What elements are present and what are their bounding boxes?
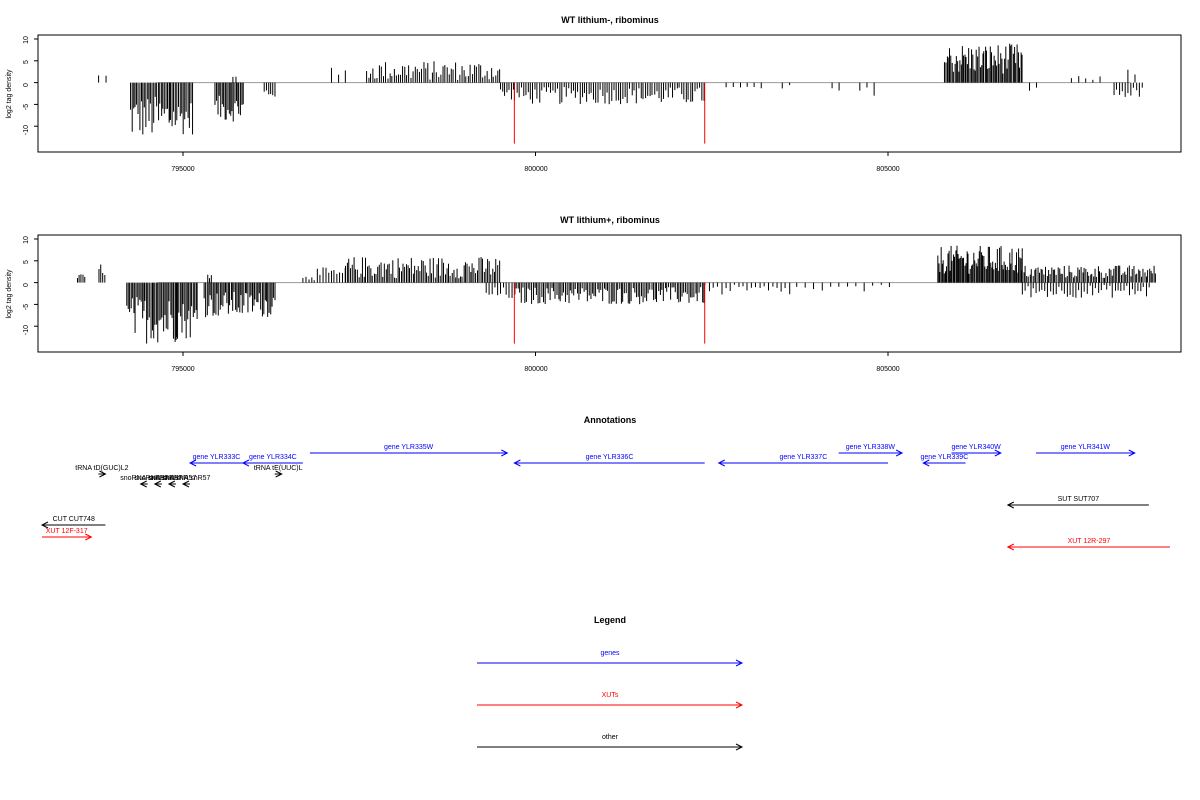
track-panel-lithium-minus: WT lithium-, ribominus log2 tag density … xyxy=(6,15,1182,173)
annotation-label: XUT 12F-317 xyxy=(46,528,88,535)
annotation-arrow-arrowhead xyxy=(922,459,930,467)
y-tick-label: 10 xyxy=(23,36,30,44)
annotation-arrow-arrowhead xyxy=(139,480,147,488)
annotation-arrow-arrowhead xyxy=(241,459,250,467)
legend-label: genes xyxy=(600,650,620,657)
legend-items: genes XUTs other xyxy=(477,650,744,751)
legend-title: Legend xyxy=(594,615,626,625)
annotation-arrow-arrowhead xyxy=(275,470,283,478)
annotation-label: gene YLR335W xyxy=(384,444,434,451)
annotation-arrow-arrowhead xyxy=(1006,501,1015,509)
annotation-label: tRNA tD(GUC)L2 xyxy=(75,465,128,472)
legend-arrow-arrowhead xyxy=(735,659,744,667)
x-tick-label: 800000 xyxy=(524,366,547,373)
x-tick-label: 805000 xyxy=(876,166,899,173)
x-tick-label: 795000 xyxy=(171,366,194,373)
x-tick-label: 805000 xyxy=(876,366,899,373)
y-tick-label: 0 xyxy=(23,83,30,87)
track-panel-lithium-plus: WT lithium+, ribominus log2 tag density … xyxy=(6,215,1182,373)
signal-bars xyxy=(34,38,1143,156)
legend-label: other xyxy=(602,734,619,741)
annotation-label: snoRNA snR57 xyxy=(120,475,168,482)
panel-title: WT lithium+, ribominus xyxy=(560,215,660,225)
y-axis-label: log2 tag density xyxy=(6,69,13,119)
legend-arrow-arrowhead xyxy=(735,701,744,709)
legend-arrow-arrowhead xyxy=(735,743,744,751)
plot-frame xyxy=(37,234,1182,353)
x-ticks: 795000 800000 805000 xyxy=(171,366,899,373)
legend-panel: Legend genes XUTs other xyxy=(477,615,744,751)
y-ticks: 10 5 0 -5 -10 xyxy=(23,236,30,335)
y-tick-label: 10 xyxy=(23,236,30,244)
x-tick-label: 795000 xyxy=(171,166,194,173)
annotation-label: gene YLR341W xyxy=(1061,444,1111,451)
y-tick-label: -5 xyxy=(23,304,30,310)
annotation-arrow-arrowhead xyxy=(1006,543,1015,551)
annotations-title: Annotations xyxy=(584,415,637,425)
plot-frame xyxy=(37,34,1182,153)
y-tick-label: 5 xyxy=(23,260,30,264)
y-tick-label: -10 xyxy=(23,125,30,135)
x-ticks: 795000 800000 805000 xyxy=(171,166,899,173)
legend-label: XUTs xyxy=(602,692,619,699)
annotation-label: gene YLR338W xyxy=(846,444,896,451)
annotation-label: gene YLR340W xyxy=(951,444,1001,451)
signal-bars xyxy=(34,238,1156,356)
annotation-arrow-arrowhead xyxy=(181,480,190,488)
annotation-arrow-arrowhead xyxy=(99,470,107,478)
annotation-arrow-arrowhead xyxy=(1128,449,1136,457)
annotation-arrow-arrowhead xyxy=(153,480,162,488)
annotation-features: gene YLR333C gene YLR334C gene YLR335W gene… xyxy=(40,444,1170,551)
y-tick-label: -10 xyxy=(23,325,30,335)
annotation-label: SUT SUT707 xyxy=(1058,496,1100,503)
panel-title: WT lithium-, ribominus xyxy=(561,15,659,25)
annotation-arrow-arrowhead xyxy=(513,459,521,467)
annotations-panel: Annotations gene YLR333C gene YLR334Cgene… xyxy=(40,415,1170,551)
annotation-label: gene YLR339C xyxy=(921,454,969,461)
annotation-arrow-arrowhead xyxy=(501,449,509,457)
annotation-label: gene YLR333C xyxy=(193,454,241,461)
annotation-arrow-arrowhead xyxy=(40,521,49,529)
annotation-label: tRNA tE(UUC)L xyxy=(254,465,303,472)
y-tick-label: 5 xyxy=(23,60,30,64)
annotation-arrow-arrowhead xyxy=(85,533,93,541)
annotation-arrow-arrowhead xyxy=(717,459,726,467)
annotation-arrow-arrowhead xyxy=(167,480,176,488)
annotation-label: CUT CUT748 xyxy=(53,516,95,523)
annotation-label: gene YLR337C xyxy=(780,454,828,461)
y-axis-label: log2 tag density xyxy=(6,269,13,319)
annotation-arrow-arrowhead xyxy=(895,449,904,457)
annotation-label: snoRNA snR57 xyxy=(134,475,182,482)
y-ticks: 10 5 0 -5 -10 xyxy=(23,36,30,135)
annotation-label: XUT 12R-297 xyxy=(1068,538,1111,545)
annotation-label: snoRNA snR57 xyxy=(148,475,196,482)
annotation-arrow-arrowhead xyxy=(994,449,1002,457)
y-tick-label: 0 xyxy=(23,283,30,287)
x-tick-label: 800000 xyxy=(524,166,547,173)
y-tick-label: -5 xyxy=(23,104,30,110)
annotation-arrow-arrowhead xyxy=(188,459,197,467)
annotation-label: gene YLR334C xyxy=(249,454,297,461)
annotation-label: gene YLR336C xyxy=(586,454,634,461)
annotation-label: snoRNA snR57 xyxy=(163,475,211,482)
